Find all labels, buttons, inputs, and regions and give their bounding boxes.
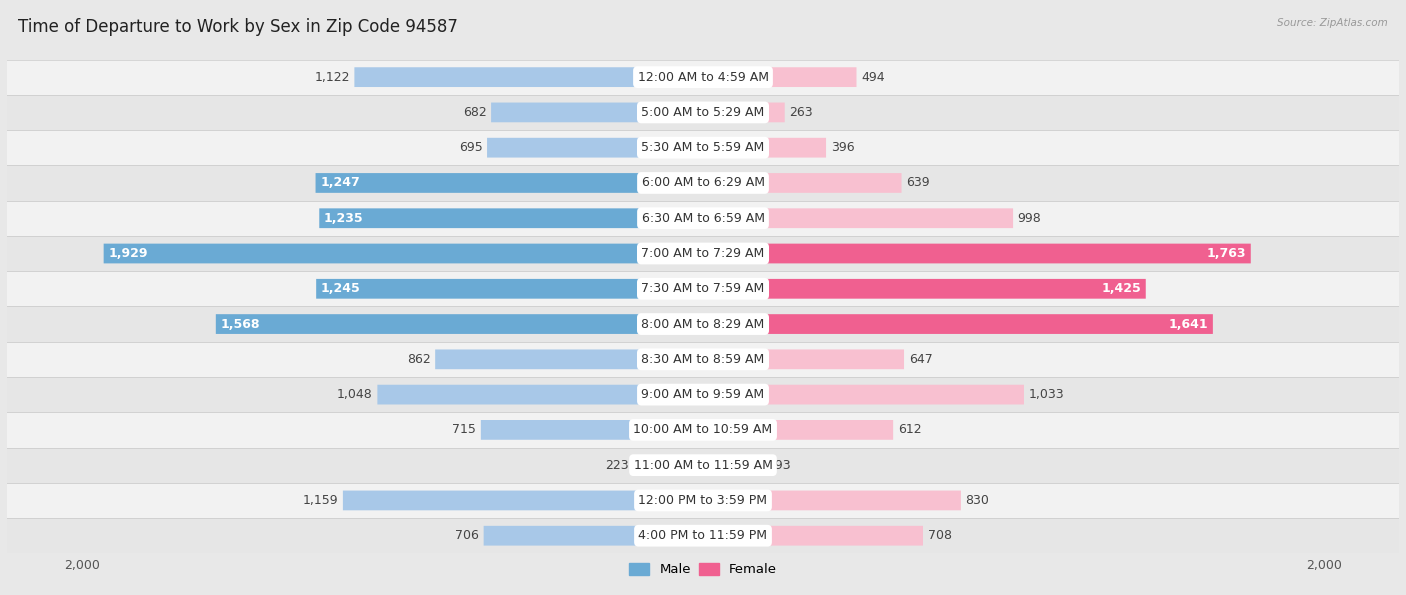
Legend: Male, Female: Male, Female: [626, 560, 780, 579]
Text: 1,929: 1,929: [108, 247, 148, 260]
Text: 494: 494: [860, 71, 884, 84]
FancyBboxPatch shape: [703, 385, 1024, 405]
Text: 6:30 AM to 6:59 AM: 6:30 AM to 6:59 AM: [641, 212, 765, 225]
Text: 1,247: 1,247: [321, 177, 360, 189]
Text: 830: 830: [966, 494, 990, 507]
Text: 998: 998: [1018, 212, 1042, 225]
Text: 682: 682: [463, 106, 486, 119]
FancyBboxPatch shape: [0, 377, 1406, 412]
Text: 5:00 AM to 5:29 AM: 5:00 AM to 5:29 AM: [641, 106, 765, 119]
FancyBboxPatch shape: [0, 518, 1406, 553]
FancyBboxPatch shape: [0, 165, 1406, 201]
FancyBboxPatch shape: [0, 95, 1406, 130]
FancyBboxPatch shape: [0, 236, 1406, 271]
FancyBboxPatch shape: [0, 306, 1406, 342]
FancyBboxPatch shape: [703, 243, 1251, 264]
Text: 1,425: 1,425: [1101, 282, 1142, 295]
FancyBboxPatch shape: [703, 279, 1146, 299]
FancyBboxPatch shape: [0, 342, 1406, 377]
FancyBboxPatch shape: [703, 138, 827, 158]
FancyBboxPatch shape: [703, 420, 893, 440]
FancyBboxPatch shape: [486, 138, 703, 158]
Text: 612: 612: [898, 424, 921, 436]
FancyBboxPatch shape: [0, 412, 1406, 447]
FancyBboxPatch shape: [315, 173, 703, 193]
Text: 862: 862: [406, 353, 430, 366]
FancyBboxPatch shape: [215, 314, 703, 334]
FancyBboxPatch shape: [319, 208, 703, 228]
FancyBboxPatch shape: [0, 447, 1406, 483]
FancyBboxPatch shape: [703, 173, 901, 193]
FancyBboxPatch shape: [703, 208, 1014, 228]
Text: 7:30 AM to 7:59 AM: 7:30 AM to 7:59 AM: [641, 282, 765, 295]
Text: 263: 263: [789, 106, 813, 119]
FancyBboxPatch shape: [0, 130, 1406, 165]
FancyBboxPatch shape: [354, 67, 703, 87]
Text: 1,568: 1,568: [221, 318, 260, 331]
FancyBboxPatch shape: [703, 490, 960, 511]
Text: 5:30 AM to 5:59 AM: 5:30 AM to 5:59 AM: [641, 141, 765, 154]
FancyBboxPatch shape: [343, 490, 703, 511]
Text: 12:00 AM to 4:59 AM: 12:00 AM to 4:59 AM: [637, 71, 769, 84]
Text: 4:00 PM to 11:59 PM: 4:00 PM to 11:59 PM: [638, 529, 768, 542]
Text: 647: 647: [908, 353, 932, 366]
Text: 10:00 AM to 10:59 AM: 10:00 AM to 10:59 AM: [634, 424, 772, 436]
FancyBboxPatch shape: [0, 201, 1406, 236]
Text: 193: 193: [768, 459, 792, 472]
FancyBboxPatch shape: [703, 67, 856, 87]
FancyBboxPatch shape: [634, 455, 703, 475]
Text: 706: 706: [456, 529, 479, 542]
FancyBboxPatch shape: [703, 349, 904, 369]
Text: 1,245: 1,245: [321, 282, 360, 295]
Text: 639: 639: [907, 177, 929, 189]
FancyBboxPatch shape: [316, 279, 703, 299]
Text: 12:00 PM to 3:59 PM: 12:00 PM to 3:59 PM: [638, 494, 768, 507]
FancyBboxPatch shape: [0, 483, 1406, 518]
Text: 223: 223: [606, 459, 628, 472]
Text: 1,033: 1,033: [1029, 388, 1064, 401]
FancyBboxPatch shape: [104, 243, 703, 264]
Text: 708: 708: [928, 529, 952, 542]
Text: 1,048: 1,048: [337, 388, 373, 401]
FancyBboxPatch shape: [491, 102, 703, 123]
Text: 1,763: 1,763: [1206, 247, 1246, 260]
Text: 1,159: 1,159: [302, 494, 339, 507]
FancyBboxPatch shape: [377, 385, 703, 405]
Text: 1,235: 1,235: [323, 212, 364, 225]
FancyBboxPatch shape: [484, 526, 703, 546]
Text: 6:00 AM to 6:29 AM: 6:00 AM to 6:29 AM: [641, 177, 765, 189]
Text: 396: 396: [831, 141, 855, 154]
FancyBboxPatch shape: [703, 314, 1213, 334]
Text: 11:00 AM to 11:59 AM: 11:00 AM to 11:59 AM: [634, 459, 772, 472]
Text: 695: 695: [458, 141, 482, 154]
FancyBboxPatch shape: [703, 526, 922, 546]
FancyBboxPatch shape: [703, 455, 763, 475]
Text: 1,122: 1,122: [314, 71, 350, 84]
FancyBboxPatch shape: [703, 102, 785, 123]
Text: Source: ZipAtlas.com: Source: ZipAtlas.com: [1277, 18, 1388, 28]
Text: Time of Departure to Work by Sex in Zip Code 94587: Time of Departure to Work by Sex in Zip …: [18, 18, 458, 36]
Text: 8:00 AM to 8:29 AM: 8:00 AM to 8:29 AM: [641, 318, 765, 331]
Text: 1,641: 1,641: [1168, 318, 1208, 331]
FancyBboxPatch shape: [0, 60, 1406, 95]
FancyBboxPatch shape: [436, 349, 703, 369]
Text: 7:00 AM to 7:29 AM: 7:00 AM to 7:29 AM: [641, 247, 765, 260]
FancyBboxPatch shape: [481, 420, 703, 440]
Text: 9:00 AM to 9:59 AM: 9:00 AM to 9:59 AM: [641, 388, 765, 401]
FancyBboxPatch shape: [0, 271, 1406, 306]
Text: 715: 715: [453, 424, 477, 436]
Text: 8:30 AM to 8:59 AM: 8:30 AM to 8:59 AM: [641, 353, 765, 366]
